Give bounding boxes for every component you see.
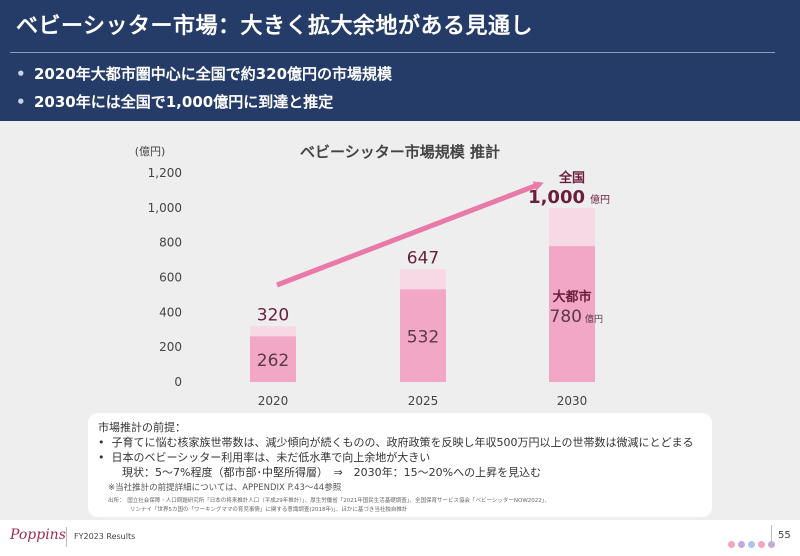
x-tick-label: 2020 xyxy=(258,394,289,408)
y-tick-label: 1,200 xyxy=(148,166,182,180)
page-number-divider xyxy=(771,525,772,547)
summary-bullet-text: 2030年には全国で1,000億円に到達と推定 xyxy=(34,93,334,111)
bullet-icon: • xyxy=(16,93,26,111)
metro-label: 大都市 xyxy=(552,289,591,305)
y-tick-label: 200 xyxy=(159,340,182,354)
brand-logo: Poppins xyxy=(10,527,66,543)
x-tick-label: 2030 xyxy=(557,394,588,408)
dot-icon xyxy=(738,541,745,548)
bar-metro xyxy=(250,336,296,382)
y-tick-label: 0 xyxy=(174,375,182,389)
bars xyxy=(250,207,595,382)
metro-value-label: 262 xyxy=(257,351,289,371)
assumption-item-2: • 日本のベビーシッター利用率は、未だ低水準で向上余地が大きい xyxy=(98,451,431,464)
assumption-item-1: • 子育てに悩む核家族世帯数は、減少傾向が続くものの、政府政策を反映し年収500… xyxy=(98,436,694,449)
unit-label: 億円 xyxy=(590,193,610,206)
bullet-icon: • xyxy=(16,65,26,83)
growth-arrow xyxy=(276,181,544,288)
national-value-label: 1,000 xyxy=(528,187,585,208)
unit-label: 億円 xyxy=(585,313,603,325)
bar-labels: 262 532 320 647 xyxy=(257,248,439,371)
bar-metro xyxy=(400,289,446,382)
x-tick-label: 2025 xyxy=(408,394,439,408)
appendix-note: ※当社推計の前提詳細については、APPENDIX P.43～44参照 xyxy=(108,483,342,493)
y-axis-unit-label: (億円) xyxy=(135,145,166,158)
title-divider xyxy=(10,52,775,53)
y-tick-label: 600 xyxy=(159,271,182,285)
metro-value-label: 780 xyxy=(550,307,582,327)
assumptions-heading: 市場推計の前提： xyxy=(98,421,186,434)
y-tick-label: 800 xyxy=(159,236,182,250)
dot-icon xyxy=(758,541,765,548)
y-tick-label: 400 xyxy=(159,305,182,319)
page-number: 55 xyxy=(778,530,791,541)
status-line: 現状：5～7%程度（都市部･中堅所得層） ⇒ 2030年：15～20%への上昇を… xyxy=(122,466,542,479)
chart-title: ベビーシッター市場規模 推計 xyxy=(300,143,500,161)
dot-icon xyxy=(748,541,755,548)
header-band xyxy=(0,0,800,121)
dot-icon xyxy=(728,541,735,548)
national-value-label: 647 xyxy=(407,248,439,268)
market-size-chart: ベビーシッター市場規模 推計 (億円) 0 200 400 600 800 1,000 1,… xyxy=(135,143,610,408)
metro-value-label: 532 xyxy=(407,328,439,348)
summary-bullet-2: • 2030年には全国で1,000億円に到達と推定 xyxy=(16,91,333,112)
bar-metro xyxy=(549,246,595,382)
footer-divider xyxy=(66,527,67,547)
source-line-2: リンナイ「世界5カ国の「ワーキングママの育児事情」に関する意識調査(2018年)… xyxy=(130,507,408,513)
assumption-text: 子育てに悩む核家族世帯数は、減少傾向が続くものの、政府政策を反映し年収500万円… xyxy=(111,436,694,449)
page-title: ベビーシッター市場：大きく拡大余地がある見通し xyxy=(16,14,534,39)
x-axis-ticks: 2020 2025 2030 xyxy=(258,394,588,408)
y-tick-label: 1,000 xyxy=(148,201,182,215)
assumptions-box xyxy=(88,413,712,517)
summary-bullet-1: • 2020年大都市圏中心に全国で約320億円の市場規模 xyxy=(16,63,392,84)
national-label: 全国 xyxy=(558,170,585,186)
summary-bullet-text: 2020年大都市圏中心に全国で約320億円の市場規模 xyxy=(34,65,393,83)
source-line-1: 出所： 国立社会保障・人口問題研究所「日本の将来推計人口（平成29年推計）」、厚… xyxy=(108,498,551,504)
y-axis-ticks: 0 200 400 600 800 1,000 1,200 xyxy=(148,166,182,389)
assumption-text: 日本のベビーシッター利用率は、未だ低水準で向上余地が大きい xyxy=(111,451,431,464)
report-name: FY2023 Results xyxy=(74,532,136,541)
national-value-label: 320 xyxy=(257,305,289,325)
